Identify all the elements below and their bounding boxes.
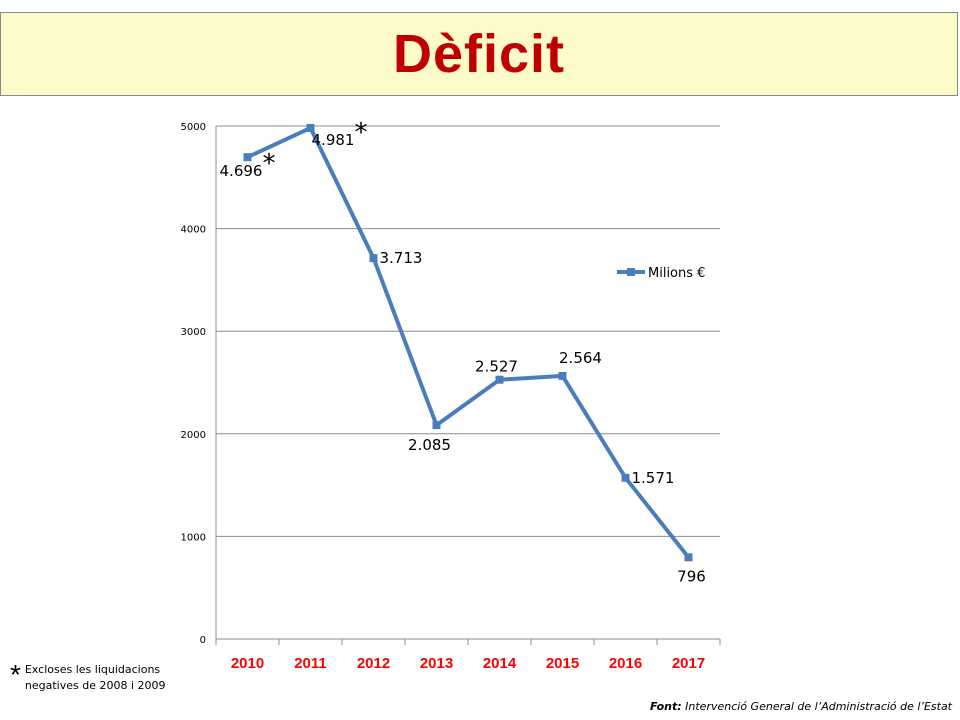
data-label: 2.527 bbox=[475, 358, 518, 376]
series-line bbox=[245, 125, 691, 560]
y-tick-label: 0 bbox=[200, 635, 206, 646]
source-note: Font: Intervenció General de l’Administr… bbox=[650, 700, 952, 713]
source-label: Font: bbox=[649, 700, 682, 713]
footnote-asterisk: * bbox=[10, 659, 21, 690]
legend-marker bbox=[627, 268, 635, 276]
data-label: 1.571 bbox=[632, 469, 675, 487]
data-label: 4.981* bbox=[312, 118, 368, 149]
y-tick-label: 3000 bbox=[181, 327, 206, 338]
x-tick-label: 2016 bbox=[609, 655, 642, 672]
footnote-text: Excloses les liquidacions negatives de 2… bbox=[24, 663, 166, 692]
data-point bbox=[621, 473, 630, 482]
page-title: Dèficit bbox=[392, 24, 566, 84]
asterisk-mark: * bbox=[354, 118, 367, 148]
data-point bbox=[432, 421, 441, 430]
data-point bbox=[243, 153, 252, 162]
source-text: Intervenció General de l’Administració d… bbox=[685, 700, 952, 713]
data-label: 2.564 bbox=[559, 349, 602, 367]
data-point bbox=[684, 553, 693, 562]
legend-label: Milions € bbox=[648, 266, 705, 281]
y-tick-label: 5000 bbox=[181, 122, 206, 133]
data-point bbox=[369, 254, 378, 263]
data-label: 3.713 bbox=[380, 249, 423, 267]
x-tick-label: 2013 bbox=[420, 655, 453, 672]
data-label: 796 bbox=[677, 567, 706, 585]
x-tick-label: 2011 bbox=[294, 655, 327, 672]
y-tick-label: 1000 bbox=[181, 532, 206, 543]
title-banner: Dèficit bbox=[0, 12, 958, 96]
x-tick-label: 2017 bbox=[672, 655, 705, 672]
x-tick-label: 2010 bbox=[231, 655, 264, 672]
x-tick-label: 2014 bbox=[483, 655, 517, 672]
footnote: * Excloses les liquidacions negatives de… bbox=[10, 659, 185, 694]
data-point bbox=[558, 371, 567, 380]
y-tick-label: 2000 bbox=[181, 430, 206, 441]
data-point bbox=[306, 123, 315, 132]
data-label: 2.085 bbox=[408, 436, 451, 454]
data-point bbox=[495, 375, 504, 384]
asterisk-mark: * bbox=[262, 149, 275, 179]
x-tick-label: 2015 bbox=[546, 655, 579, 672]
y-tick-label: 4000 bbox=[181, 225, 206, 236]
x-tick-label: 2012 bbox=[357, 655, 390, 672]
